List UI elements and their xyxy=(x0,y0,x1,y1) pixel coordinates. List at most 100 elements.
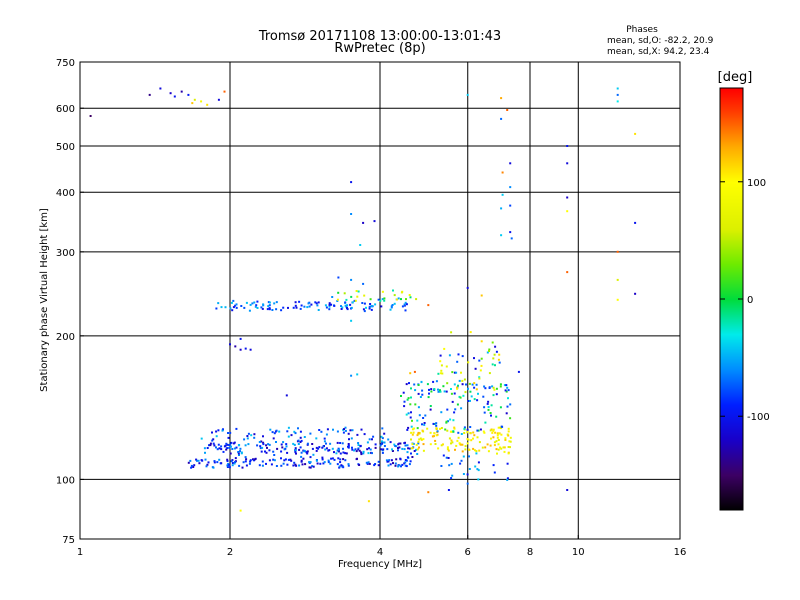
colorbar-band xyxy=(720,407,743,409)
data-point xyxy=(480,340,483,343)
colorbar-band xyxy=(720,425,743,427)
data-point xyxy=(495,350,498,353)
data-point xyxy=(340,308,343,310)
data-point xyxy=(477,429,480,432)
data-point xyxy=(507,389,510,392)
colorbar-band xyxy=(720,418,743,420)
colorbar-band xyxy=(720,176,743,178)
data-point xyxy=(235,427,238,430)
colorbar-band xyxy=(720,134,743,136)
colorbar-band xyxy=(720,414,743,416)
colorbar-band xyxy=(720,164,743,166)
data-point xyxy=(454,448,456,451)
colorbar-band xyxy=(720,297,743,299)
data-point xyxy=(320,430,323,433)
colorbar-band xyxy=(720,128,743,130)
data-point xyxy=(415,448,417,451)
colorbar-band xyxy=(720,226,743,228)
data-point xyxy=(232,299,235,302)
colorbar-band xyxy=(720,200,743,202)
data-point xyxy=(386,460,389,463)
colorbar-band xyxy=(720,268,743,270)
data-point xyxy=(492,394,495,397)
colorbar-band xyxy=(720,238,743,240)
data-point xyxy=(339,461,342,464)
colorbar-band xyxy=(720,152,743,154)
data-point xyxy=(229,307,232,310)
data-point xyxy=(264,450,266,453)
data-point xyxy=(406,428,409,431)
data-point xyxy=(421,423,423,426)
colorbar-band xyxy=(720,295,743,297)
data-point xyxy=(491,431,494,434)
data-point xyxy=(268,301,271,304)
data-point xyxy=(414,403,417,406)
data-point xyxy=(440,427,443,429)
data-point xyxy=(251,302,254,305)
data-point xyxy=(453,371,456,374)
colorbar-band xyxy=(720,153,743,155)
colorbar-band xyxy=(720,122,743,124)
colorbar-band xyxy=(720,392,743,394)
colorbar-band xyxy=(720,250,743,252)
data-point xyxy=(347,443,350,445)
data-point xyxy=(413,427,416,430)
data-point xyxy=(315,437,318,440)
colorbar-band xyxy=(720,114,743,116)
data-point xyxy=(431,435,434,438)
data-point xyxy=(461,443,464,446)
data-point xyxy=(323,461,326,464)
data-point xyxy=(235,303,238,306)
data-point xyxy=(496,434,499,437)
data-point xyxy=(499,446,502,449)
colorbar-band xyxy=(720,334,743,336)
colorbar-band xyxy=(720,370,743,372)
data-point xyxy=(451,400,454,403)
data-point xyxy=(447,420,449,423)
data-point xyxy=(187,93,190,96)
colorbar-band xyxy=(720,427,743,429)
data-point xyxy=(504,439,507,441)
data-point xyxy=(282,306,285,309)
data-point xyxy=(393,443,396,446)
data-point xyxy=(510,237,513,240)
data-point xyxy=(342,431,345,434)
data-point xyxy=(473,382,476,385)
data-point xyxy=(317,447,320,450)
data-point xyxy=(492,429,495,432)
data-point xyxy=(443,347,446,350)
data-point xyxy=(420,380,423,383)
data-point xyxy=(350,374,353,377)
data-point xyxy=(391,448,393,451)
colorbar-band xyxy=(720,286,743,288)
data-point xyxy=(297,439,300,442)
data-point xyxy=(403,442,406,445)
data-point xyxy=(389,441,392,444)
colorbar-band xyxy=(720,117,743,119)
data-point xyxy=(409,372,412,375)
data-point xyxy=(416,427,419,430)
data-point xyxy=(462,394,465,397)
data-point xyxy=(498,432,500,435)
colorbar-band xyxy=(720,109,743,111)
data-point xyxy=(293,443,296,446)
data-point xyxy=(294,447,297,450)
data-point xyxy=(316,304,319,307)
data-point xyxy=(272,458,275,461)
data-point xyxy=(419,396,422,398)
colorbar-band xyxy=(720,127,743,129)
data-point xyxy=(409,460,412,463)
data-point xyxy=(383,432,386,435)
data-point xyxy=(368,447,370,450)
colorbar-band xyxy=(720,340,743,342)
colorbar-band xyxy=(720,160,743,162)
colorbar-band xyxy=(720,92,743,94)
data-point xyxy=(616,93,619,96)
data-point xyxy=(400,298,402,301)
colorbar-band xyxy=(720,142,743,144)
data-point xyxy=(286,430,289,433)
data-point xyxy=(227,444,230,446)
colorbar-band xyxy=(720,101,743,103)
colorbar-band xyxy=(720,408,743,410)
data-point xyxy=(460,459,463,462)
